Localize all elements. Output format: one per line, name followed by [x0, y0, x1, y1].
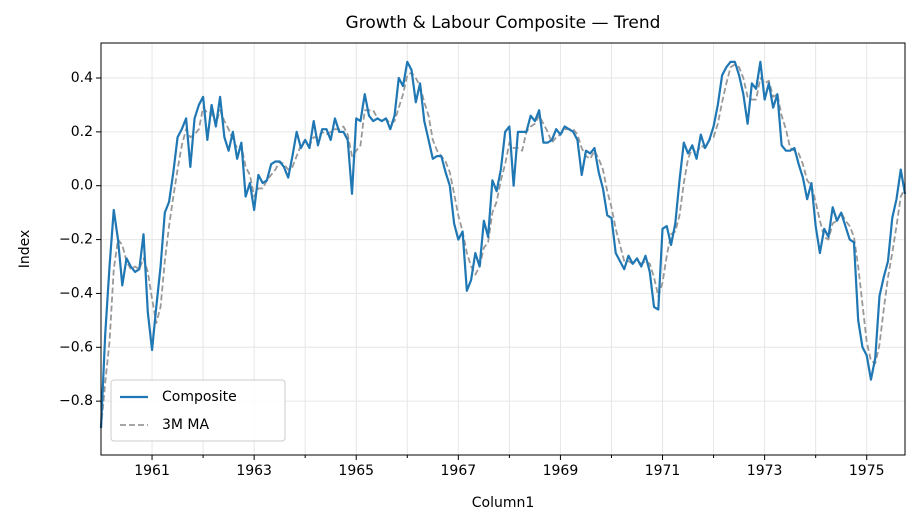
x-tick-label: 1973: [747, 463, 783, 479]
x-tick-label: 1967: [441, 463, 477, 479]
x-tick-label: 1969: [543, 463, 579, 479]
y-tick-label: −0.8: [59, 393, 93, 409]
legend-box: [110, 379, 286, 442]
y-tick-label: 0.4: [71, 70, 93, 86]
x-tick-label: 1963: [236, 463, 272, 479]
x-tick-label: 1971: [645, 463, 681, 479]
axes: −0.8 −0.6 −0.4 −0.2 0.0 0.2 0.4 1961 1963 1965 196…: [59, 70, 885, 479]
series-line: [99, 60, 907, 429]
x-tick-label: 1975: [849, 463, 885, 479]
y-tick-label: 0.0: [71, 178, 93, 194]
x-tick-label: 1961: [134, 463, 170, 479]
y-axis-label: Index: [17, 230, 33, 269]
y-tick-label: −0.2: [59, 232, 93, 248]
legend: Composite 3M MA: [110, 379, 286, 442]
legend-label: 3M MA: [162, 417, 210, 433]
chart-title: Growth & Labour Composite — Trend: [346, 13, 661, 33]
y-tick-label: −0.4: [59, 285, 93, 301]
y-tick-label: 0.2: [71, 124, 93, 140]
plot: [99, 60, 907, 429]
legend-label: Composite: [162, 389, 237, 405]
y-tick-label: −0.6: [59, 339, 93, 355]
x-axis-label: Column1: [472, 495, 535, 511]
plot-frame: [100, 42, 906, 456]
x-tick-label: 1965: [338, 463, 374, 479]
